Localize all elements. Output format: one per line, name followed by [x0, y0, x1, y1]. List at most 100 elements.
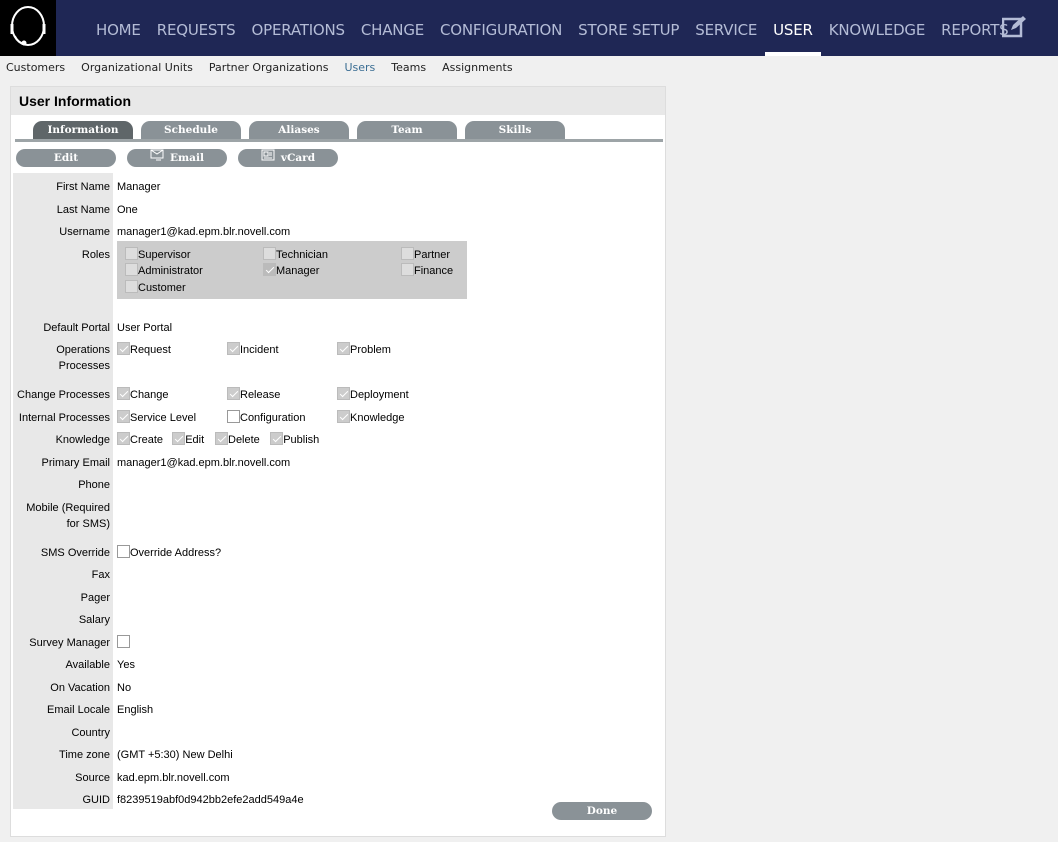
field-label: Internal Processes: [13, 403, 113, 426]
checkbox-option[interactable]: [117, 634, 130, 651]
field-value: Supervisor Technician Partner Administrator…: [113, 240, 663, 314]
field-value: English: [117, 704, 154, 716]
checkbox[interactable]: [117, 342, 130, 355]
checkbox-option[interactable]: Customer: [125, 279, 186, 296]
done-button[interactable]: Done: [552, 802, 652, 820]
checkbox[interactable]: [227, 409, 240, 423]
checkbox-label: Override Address?: [130, 546, 222, 559]
checkbox[interactable]: [215, 432, 228, 445]
nav-change[interactable]: CHANGE: [360, 21, 425, 39]
subnav-teams[interactable]: Teams: [391, 61, 427, 74]
checkbox[interactable]: [117, 387, 130, 400]
checkbox[interactable]: [270, 432, 284, 445]
field-value: One: [117, 203, 138, 216]
vcard-label: vCard: [280, 152, 316, 164]
headset-logo-icon[interactable]: [0, 0, 56, 56]
checkbox-option[interactable]: Release: [227, 387, 280, 403]
tab-skills[interactable]: Skills: [465, 121, 565, 139]
field-value: Service Level Configuration Knowledge: [113, 404, 663, 427]
email-button[interactable]: Email: [127, 149, 227, 167]
subnav-organizational-units[interactable]: Organizational Units: [81, 61, 193, 74]
checkbox[interactable]: [125, 246, 138, 260]
nav-requests[interactable]: REQUESTS: [156, 21, 236, 39]
checkbox-label: Request: [130, 344, 171, 356]
field-value: Override Address?: [113, 539, 663, 562]
nav-store-setup[interactable]: STORE SETUP: [578, 21, 680, 39]
checkbox-option[interactable]: Knowledge: [337, 409, 404, 426]
checkbox[interactable]: [172, 432, 186, 445]
checkbox[interactable]: [263, 263, 276, 276]
checkbox-option[interactable]: Supervisor: [125, 246, 191, 263]
checkbox-label: Manager: [276, 265, 320, 277]
nav-operations[interactable]: OPERATIONS: [251, 21, 346, 39]
checkbox-option[interactable]: Request: [117, 342, 171, 358]
checkbox-option[interactable]: Problem: [337, 342, 391, 358]
compose-icon[interactable]: [1001, 16, 1028, 41]
user-information-panel: User Information Information Schedule Alia…: [10, 86, 666, 837]
checkbox[interactable]: [117, 634, 130, 648]
vcard-button[interactable]: vCard: [238, 149, 338, 167]
checkbox-option[interactable]: Create: [117, 432, 163, 448]
nav-configuration[interactable]: CONFIGURATION: [440, 21, 563, 39]
subnav-partner-organizations[interactable]: Partner Organizations: [208, 61, 329, 74]
checkbox[interactable]: [125, 263, 138, 276]
checkbox-option[interactable]: Delete: [215, 432, 260, 448]
checkbox-option[interactable]: Configuration: [227, 409, 306, 426]
field-label: Salary: [13, 606, 113, 629]
checkbox-option[interactable]: Partner: [401, 246, 450, 263]
nav-home[interactable]: HOME: [96, 21, 141, 39]
checkbox[interactable]: [117, 432, 130, 445]
checkbox-option[interactable]: Finance: [401, 263, 453, 279]
checkbox-option[interactable]: Override Address?: [117, 544, 222, 561]
checkbox-option[interactable]: Deployment: [337, 387, 409, 403]
tab-aliases[interactable]: Aliases: [249, 121, 349, 139]
field-label: Primary Email: [13, 448, 113, 471]
nav-service[interactable]: SERVICE: [695, 21, 758, 39]
field-label: Last Name: [13, 195, 113, 218]
checkbox[interactable]: [401, 246, 414, 260]
checkbox[interactable]: [263, 246, 276, 260]
checkbox[interactable]: [125, 279, 138, 293]
edit-button[interactable]: Edit: [16, 149, 116, 167]
tab-team[interactable]: Team: [357, 121, 457, 139]
checkbox-option[interactable]: Manager: [263, 263, 319, 279]
checkbox[interactable]: [337, 342, 350, 355]
subnav-customers[interactable]: Customers: [6, 61, 66, 74]
nav-user[interactable]: USER: [765, 0, 821, 56]
checkbox-option[interactable]: Publish: [270, 432, 319, 448]
field-row: First Name Manager: [13, 173, 663, 196]
nav-reports[interactable]: REPORTS: [941, 21, 1009, 39]
checkbox[interactable]: [227, 387, 240, 400]
field-label: GUID: [13, 786, 113, 809]
field-row: Last Name One: [13, 195, 663, 218]
checkbox-option[interactable]: Technician: [263, 246, 328, 263]
user-details-form: First Name Manager Last Name One Username man…: [13, 173, 663, 809]
tab-information[interactable]: Information: [33, 121, 133, 139]
checkbox-option[interactable]: Edit: [172, 432, 204, 448]
checkbox-option[interactable]: Incident: [227, 342, 279, 358]
tab-schedule[interactable]: Schedule: [141, 121, 241, 139]
checkbox-option[interactable]: Change: [117, 387, 169, 403]
field-row: Email Locale English: [13, 696, 663, 719]
subnav-assignments[interactable]: Assignments: [442, 61, 513, 74]
checkbox[interactable]: [337, 387, 350, 400]
field-row: Username manager1@kad.epm.blr.novell.com: [13, 218, 663, 241]
email-icon: [150, 149, 164, 167]
checkbox[interactable]: [337, 409, 350, 423]
nav-knowledge[interactable]: KNOWLEDGE: [828, 21, 926, 39]
field-row: Operations Processes Request Incident Probl…: [13, 336, 663, 381]
checkbox-label: Configuration: [240, 411, 306, 424]
checkbox[interactable]: [227, 342, 240, 355]
field-value: [113, 629, 663, 652]
subnav-users[interactable]: Users: [344, 61, 376, 74]
checkbox[interactable]: [401, 263, 414, 276]
field-row: Mobile (Required for SMS): [13, 493, 663, 539]
field-value: Change Release Deployment: [113, 381, 663, 404]
field-value: [113, 584, 663, 607]
checkbox[interactable]: [117, 544, 130, 558]
checkbox-option[interactable]: Service Level: [117, 409, 196, 426]
field-value: [113, 606, 663, 629]
field-value: [113, 561, 663, 584]
checkbox[interactable]: [117, 409, 130, 423]
checkbox-option[interactable]: Administrator: [125, 263, 203, 279]
